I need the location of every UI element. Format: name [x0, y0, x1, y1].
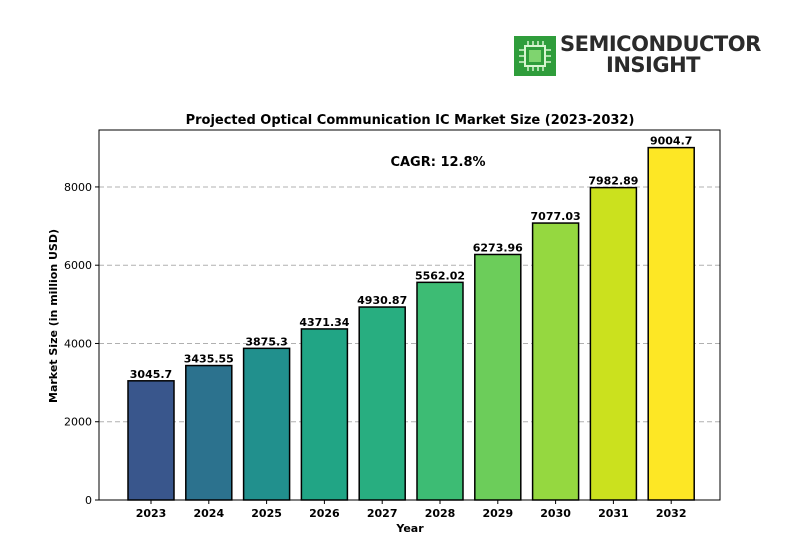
- x-tick-label-2032: 2032: [656, 507, 687, 520]
- y-axis-ticks: 0 2000 4000 6000 8000: [64, 181, 99, 507]
- logo-text: SEMICONDUCTOR INSIGHT: [560, 34, 761, 76]
- x-tick-label-2025: 2025: [251, 507, 282, 520]
- y-tick-label: 6000: [64, 259, 92, 272]
- x-axis-ticks: 2023 2024 2025 2026 2027 2028 2029 2030 2031 2032: [136, 500, 687, 520]
- x-axis-label: Year: [395, 522, 424, 535]
- plot-frame: [98, 129, 721, 501]
- x-tick-label-2027: 2027: [367, 507, 398, 520]
- value-label-2032: 9004.7: [650, 135, 692, 148]
- y-tick-label: 2000: [64, 416, 92, 429]
- bar-2025: [242, 347, 291, 501]
- x-tick-label-2031: 2031: [598, 507, 629, 520]
- cagr-annotation: CAGR: 12.8%: [390, 155, 485, 170]
- value-label-2031: 7982.89: [588, 175, 638, 188]
- y-tick-label: 8000: [64, 181, 92, 194]
- bar-2026: [300, 328, 349, 501]
- bar-2023: [127, 380, 175, 501]
- value-label-2026: 4371.34: [299, 316, 349, 329]
- logo-line2: INSIGHT: [606, 53, 700, 77]
- bar-2032: [647, 146, 695, 501]
- logo-line1: SEMICONDUCTOR: [560, 32, 761, 56]
- bar-2030: [531, 222, 580, 501]
- bar-2024: [185, 364, 233, 501]
- value-label-2029: 6273.96: [473, 241, 523, 254]
- x-tick-label-2026: 2026: [309, 507, 340, 520]
- value-labels: 3045.7 3435.55 3875.3 4371.34 4930.87 5562.02…: [130, 135, 693, 381]
- chart-title: Projected Optical Communication IC Marke…: [186, 113, 635, 128]
- chip-icon: [514, 36, 556, 76]
- bar-2029: [474, 253, 522, 501]
- value-label-2028: 5562.02: [415, 269, 465, 282]
- value-label-2025: 3875.3: [245, 335, 287, 348]
- bars: [127, 146, 695, 501]
- x-tick-label-2023: 2023: [136, 507, 167, 520]
- x-tick-label-2030: 2030: [540, 507, 571, 520]
- y-tick-label: 4000: [64, 337, 92, 350]
- value-label-2027: 4930.87: [357, 294, 407, 307]
- x-tick-label-2024: 2024: [193, 507, 224, 520]
- value-label-2023: 3045.7: [130, 368, 172, 381]
- bar-2027: [358, 306, 406, 501]
- bar-2031: [589, 186, 638, 501]
- y-axis-label: Market Size (in million USD): [47, 229, 60, 403]
- semiconductor-insight-logo: SEMICONDUCTOR INSIGHT: [514, 34, 764, 80]
- bar-2028: [416, 281, 464, 501]
- y-tick-label: 0: [85, 494, 92, 507]
- value-label-2024: 3435.55: [184, 353, 234, 366]
- x-tick-label-2028: 2028: [425, 507, 456, 520]
- x-tick-label-2029: 2029: [482, 507, 513, 520]
- value-label-2030: 7077.03: [531, 210, 581, 223]
